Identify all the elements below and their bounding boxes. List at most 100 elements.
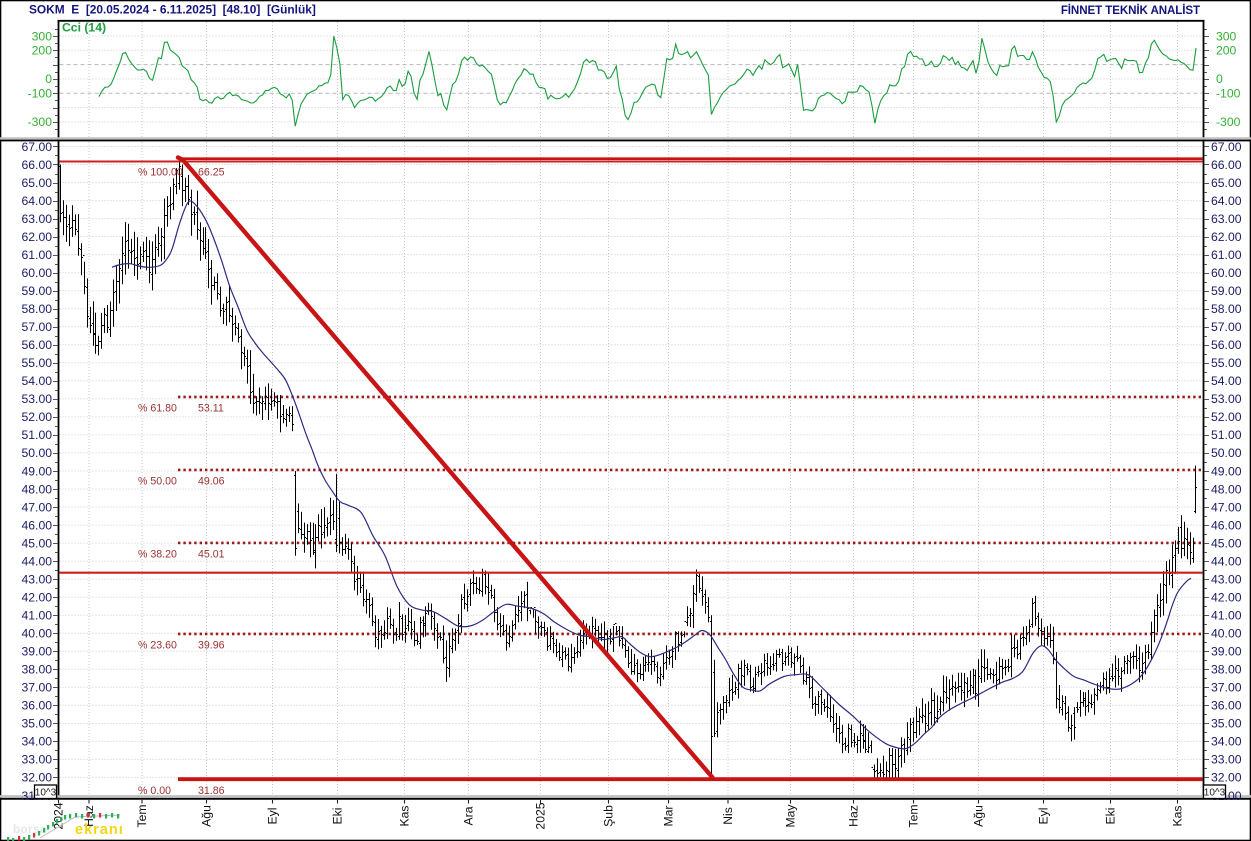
svg-text:% 100.00: % 100.00	[138, 167, 183, 179]
svg-text:61.00: 61.00	[1211, 248, 1242, 262]
svg-text:39.00: 39.00	[22, 645, 53, 659]
svg-text:% 50.00: % 50.00	[138, 476, 177, 488]
svg-text:34.00: 34.00	[1211, 735, 1242, 749]
svg-text:43.00: 43.00	[22, 572, 53, 586]
svg-text:200: 200	[32, 44, 53, 58]
svg-text:34.00: 34.00	[22, 735, 53, 749]
svg-text:45.00: 45.00	[22, 536, 53, 550]
svg-text:-100: -100	[28, 87, 53, 101]
svg-text:39.96: 39.96	[198, 639, 225, 651]
svg-text:42.00: 42.00	[1211, 591, 1242, 605]
svg-text:36.00: 36.00	[22, 699, 53, 713]
svg-text:40.00: 40.00	[22, 627, 53, 641]
svg-text:59.00: 59.00	[22, 284, 53, 298]
svg-text:May: May	[784, 804, 798, 828]
svg-text:62.00: 62.00	[22, 230, 53, 244]
svg-text:35.00: 35.00	[1211, 717, 1242, 731]
svg-text:56.00: 56.00	[1211, 338, 1242, 352]
svg-text:55.00: 55.00	[1211, 356, 1242, 370]
svg-text:200: 200	[1216, 44, 1237, 58]
svg-text:300: 300	[32, 29, 53, 43]
svg-text:ekranı: ekranı	[75, 822, 124, 838]
svg-text:65.00: 65.00	[1211, 176, 1242, 190]
svg-text:SOKM E [20.05.2024 - 6.11.20: SOKM E [20.05.2024 - 6.11.2025] [48.10] …	[29, 3, 316, 17]
svg-text:10^3: 10^3	[1204, 788, 1226, 799]
svg-text:FİNNET TEKNİK ANALİST: FİNNET TEKNİK ANALİST	[1061, 4, 1200, 17]
svg-text:36.00: 36.00	[1211, 699, 1242, 713]
svg-text:66.25: 66.25	[198, 167, 225, 179]
svg-text:35.00: 35.00	[22, 717, 53, 731]
svg-text:32.00: 32.00	[1211, 771, 1242, 785]
svg-text:43.00: 43.00	[1211, 572, 1242, 586]
svg-text:Ağu: Ağu	[972, 805, 986, 827]
svg-text:0: 0	[1216, 72, 1223, 86]
svg-text:44.00: 44.00	[1211, 554, 1242, 568]
svg-text:58.00: 58.00	[22, 302, 53, 316]
svg-text:% 23.60: % 23.60	[138, 639, 177, 651]
svg-text:Eyl: Eyl	[1037, 808, 1051, 825]
svg-text:-300: -300	[1216, 115, 1241, 129]
svg-text:63.00: 63.00	[1211, 212, 1242, 226]
svg-text:300: 300	[1216, 29, 1237, 43]
svg-text:borsa: borsa	[13, 824, 47, 836]
svg-text:0: 0	[45, 72, 52, 86]
svg-text:Mar: Mar	[662, 806, 676, 827]
svg-text:57.00: 57.00	[22, 320, 53, 334]
svg-text:46.00: 46.00	[22, 518, 53, 532]
svg-text:33.00: 33.00	[22, 753, 53, 767]
svg-text:67.00: 67.00	[1211, 140, 1242, 154]
svg-text:Eki: Eki	[331, 808, 345, 825]
svg-text:Ara: Ara	[462, 806, 476, 825]
svg-text:66.00: 66.00	[1211, 158, 1242, 172]
svg-text:45.01: 45.01	[198, 549, 225, 561]
svg-text:58.00: 58.00	[1211, 302, 1242, 316]
svg-text:-100: -100	[1216, 87, 1241, 101]
svg-text:53.00: 53.00	[1211, 392, 1242, 406]
svg-text:59.00: 59.00	[1211, 284, 1242, 298]
svg-text:50.00: 50.00	[1211, 446, 1242, 460]
svg-text:49.06: 49.06	[198, 476, 225, 488]
svg-text:50.00: 50.00	[22, 446, 53, 460]
svg-text:Haz: Haz	[847, 805, 861, 827]
svg-text:49.00: 49.00	[1211, 464, 1242, 478]
svg-text:32.00: 32.00	[22, 771, 53, 785]
svg-text:41.00: 41.00	[22, 609, 53, 623]
svg-text:54.00: 54.00	[22, 374, 53, 388]
svg-text:44.00: 44.00	[22, 554, 53, 568]
svg-text:45.00: 45.00	[1211, 536, 1242, 550]
svg-text:Cci (14): Cci (14)	[62, 21, 106, 35]
svg-text:Nis: Nis	[721, 807, 735, 825]
svg-text:64.00: 64.00	[1211, 194, 1242, 208]
svg-text:52.00: 52.00	[1211, 410, 1242, 424]
svg-text:33.00: 33.00	[1211, 753, 1242, 767]
svg-text:Tem: Tem	[135, 804, 149, 827]
svg-text:37.00: 37.00	[22, 681, 53, 695]
svg-text:57.00: 57.00	[1211, 320, 1242, 334]
svg-text:Ağu: Ağu	[200, 805, 214, 827]
svg-text:62.00: 62.00	[1211, 230, 1242, 244]
svg-text:49.00: 49.00	[22, 464, 53, 478]
svg-text:38.00: 38.00	[1211, 663, 1242, 677]
svg-text:53.00: 53.00	[22, 392, 53, 406]
svg-text:31.86: 31.86	[198, 785, 225, 797]
svg-text:63.00: 63.00	[22, 212, 53, 226]
svg-text:41.00: 41.00	[1211, 609, 1242, 623]
svg-text:66.00: 66.00	[22, 158, 53, 172]
svg-text:37.00: 37.00	[1211, 681, 1242, 695]
svg-text:60.00: 60.00	[1211, 266, 1242, 280]
svg-text:Eki: Eki	[1104, 808, 1118, 825]
svg-text:% 61.80: % 61.80	[138, 403, 177, 415]
svg-text:48.00: 48.00	[1211, 482, 1242, 496]
svg-text:Kas: Kas	[1171, 805, 1185, 826]
svg-text:10^3: 10^3	[35, 788, 57, 799]
svg-text:64.00: 64.00	[22, 194, 53, 208]
svg-text:% 38.20: % 38.20	[138, 549, 177, 561]
svg-text:51.00: 51.00	[22, 428, 53, 442]
svg-text:47.00: 47.00	[22, 500, 53, 514]
svg-text:56.00: 56.00	[22, 338, 53, 352]
svg-text:60.00: 60.00	[22, 266, 53, 280]
svg-text:Tem: Tem	[907, 804, 921, 827]
svg-text:53.11: 53.11	[198, 403, 224, 415]
svg-text:% 0.00: % 0.00	[138, 785, 171, 797]
svg-text:47.00: 47.00	[1211, 500, 1242, 514]
